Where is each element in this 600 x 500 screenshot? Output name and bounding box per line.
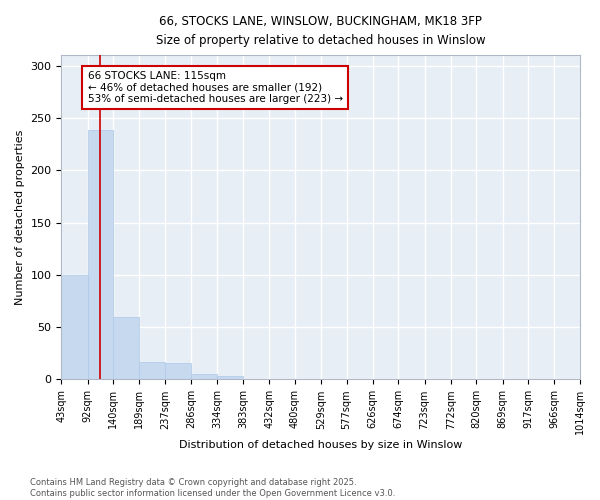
X-axis label: Distribution of detached houses by size in Winslow: Distribution of detached houses by size … bbox=[179, 440, 463, 450]
Bar bbox=[217, 376, 243, 380]
Text: 66 STOCKS LANE: 115sqm
← 46% of detached houses are smaller (192)
53% of semi-de: 66 STOCKS LANE: 115sqm ← 46% of detached… bbox=[88, 71, 343, 104]
Y-axis label: Number of detached properties: Number of detached properties bbox=[15, 130, 25, 305]
Bar bbox=[61, 275, 88, 380]
Bar bbox=[191, 374, 217, 380]
Title: 66, STOCKS LANE, WINSLOW, BUCKINGHAM, MK18 3FP
Size of property relative to deta: 66, STOCKS LANE, WINSLOW, BUCKINGHAM, MK… bbox=[156, 15, 485, 47]
Bar bbox=[88, 130, 113, 380]
Bar bbox=[139, 362, 165, 380]
Bar bbox=[113, 316, 139, 380]
Bar bbox=[165, 362, 191, 380]
Text: Contains HM Land Registry data © Crown copyright and database right 2025.
Contai: Contains HM Land Registry data © Crown c… bbox=[30, 478, 395, 498]
